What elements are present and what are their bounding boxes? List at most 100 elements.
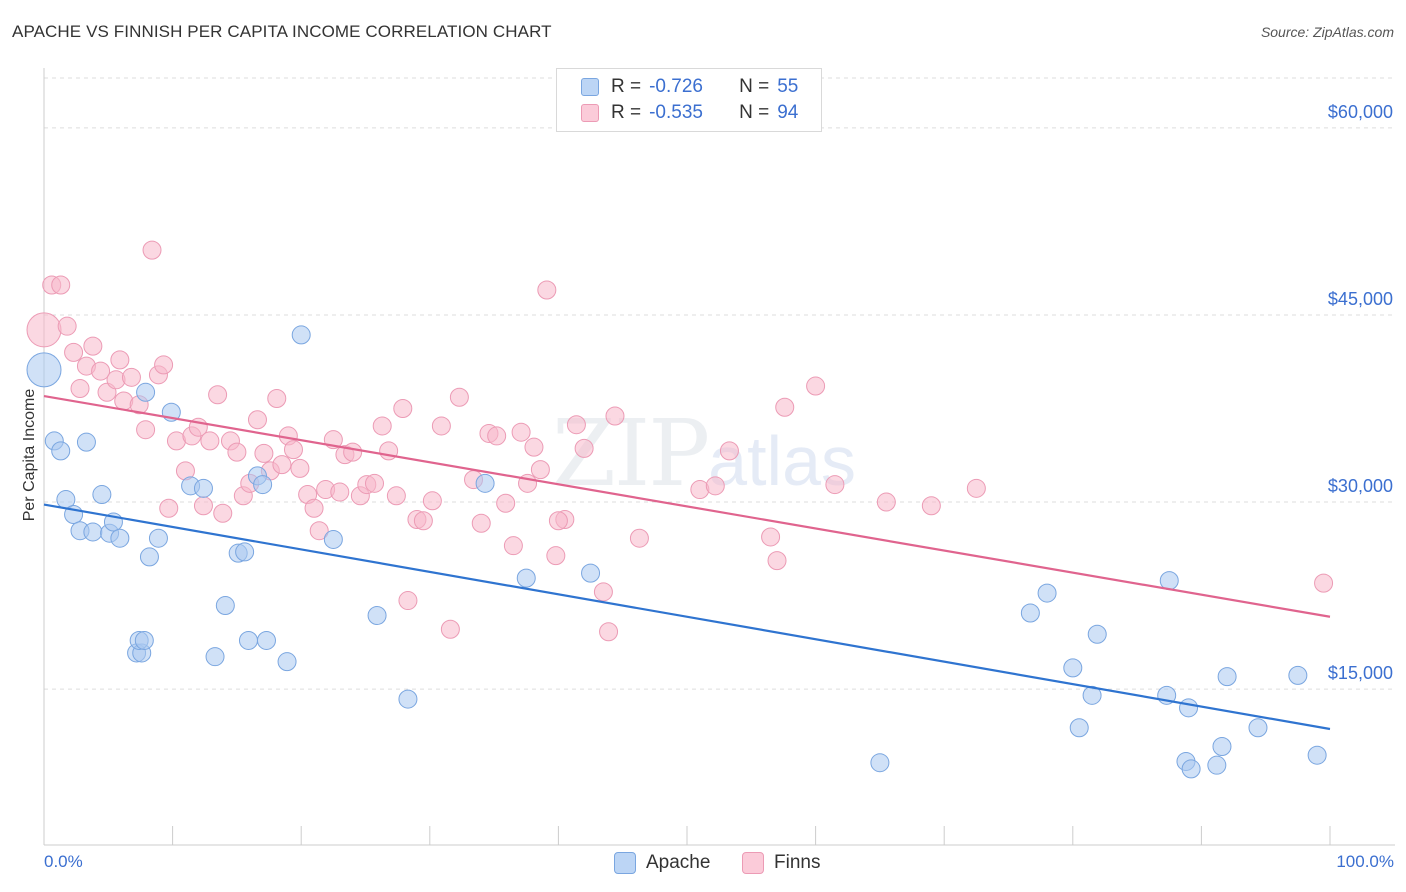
legend-row-apache: R = -0.726 N = 55 [581,75,798,99]
apache-point [256,630,276,650]
finns-point [398,591,418,611]
apache-point [1159,571,1179,591]
apache-point [1082,685,1102,705]
finns-point [110,350,130,370]
finns-point [330,482,350,502]
apache-point [193,478,213,498]
finns-point [159,498,179,518]
apache-point [215,596,235,616]
apache-swatch [581,78,599,96]
finns-point [372,416,392,436]
finns-point [365,473,385,493]
finns-point [267,389,287,409]
apache-r-value: -0.726 [649,76,703,97]
finns-point [966,478,986,498]
apache-point [76,432,96,452]
finns-point [921,496,941,516]
finns-point [193,496,213,516]
finns-point [247,410,267,430]
finns-point [546,546,566,566]
finns-n-label: N = [739,102,770,123]
apache-point [26,352,62,388]
finns-point [775,397,795,417]
finns-point [449,387,469,407]
finns-point [70,379,90,399]
apache-point [323,529,343,549]
series-legend-apache[interactable]: Apache [614,852,710,874]
apache-point [134,630,154,650]
apache-legend-swatch [614,852,636,874]
apache-point [139,547,159,567]
apache-point [1063,658,1083,678]
apache-trend-line [43,503,1331,731]
apache-point [398,689,418,709]
legend-row-finns: R = -0.535 N = 94 [581,101,798,125]
finns-point [200,431,220,451]
finns-trend-line [43,394,1331,618]
finns-swatch [581,104,599,122]
finns-point [290,458,310,478]
apache-point [1207,755,1227,775]
apache-point [1248,718,1268,738]
finns-point [537,280,557,300]
y-axis-label: Per Capita Income [21,388,38,522]
finns-point [304,498,324,518]
finns-point [471,513,491,533]
finns-point [767,551,787,571]
apache-n-value: 55 [777,76,799,97]
apache-n-label: N = [739,76,770,97]
finns-point [440,619,460,639]
finns-point [530,460,550,480]
finns-r-value: -0.535 [649,102,703,123]
apache-point [1181,759,1201,779]
y-tick-label: $15,000 [1328,663,1393,683]
apache-point [581,563,601,583]
finns-point [136,420,156,440]
finns-point [272,455,292,475]
finns-point [208,385,228,405]
finns-point [386,486,406,506]
finns-point [548,511,568,531]
apache-point [870,753,890,773]
apache-point [1288,665,1308,685]
series-legend-finns[interactable]: Finns [742,852,820,874]
apache-point [205,647,225,667]
apache-point [1037,583,1057,603]
finns-point [64,342,84,362]
apache-point [1020,603,1040,623]
finns-point [487,426,507,446]
x-axis-max-label: 100.0% [1336,852,1394,871]
finns-point [26,312,62,348]
apache-point [1217,667,1237,687]
apache-point [136,382,156,402]
apache-r-label: R = [611,76,642,97]
finns-point [876,492,896,512]
source-label: Source: ZipAtlas.com [1260,24,1394,40]
y-tick-label: $60,000 [1328,102,1393,122]
finns-point [422,491,442,511]
apache-point [475,473,495,493]
apache-point [238,630,258,650]
apache-point [92,485,112,505]
y-tick-label: $45,000 [1328,289,1393,309]
apache-legend-label: Apache [646,852,711,873]
finns-point [343,442,363,462]
finns-legend-swatch [742,852,764,874]
finns-point [593,582,613,602]
apache-point [235,542,255,562]
finns-point [121,367,141,387]
finns-point [1314,573,1334,593]
finns-point [705,476,725,496]
apache-point [83,522,103,542]
finns-point [599,622,619,642]
apache-point [51,441,71,461]
finns-point [496,493,516,513]
finns-point [629,528,649,548]
finns-r-label: R = [611,102,642,123]
finns-point [503,536,523,556]
chart-title: APACHE VS FINNISH PER CAPITA INCOME CORR… [12,22,552,41]
finns-point [719,441,739,461]
finns-point [154,355,174,375]
y-tick-label: $30,000 [1328,476,1393,496]
